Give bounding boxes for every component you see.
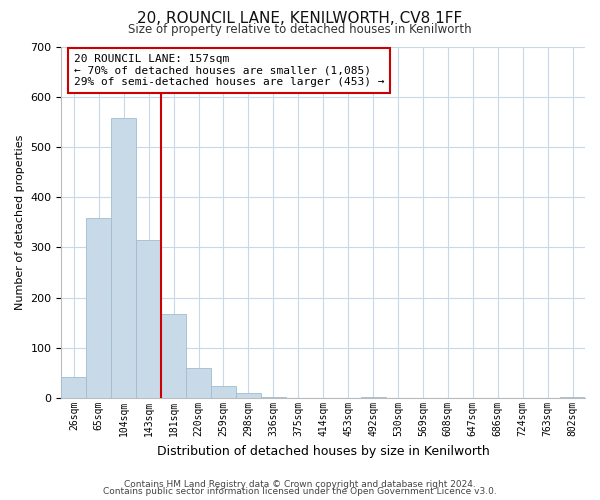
Bar <box>560 396 585 398</box>
Text: 20, ROUNCIL LANE, KENILWORTH, CV8 1FF: 20, ROUNCIL LANE, KENILWORTH, CV8 1FF <box>137 11 463 26</box>
Bar <box>161 314 186 398</box>
Bar <box>186 368 211 398</box>
Bar <box>361 397 386 398</box>
Bar <box>261 396 286 398</box>
Text: Size of property relative to detached houses in Kenilworth: Size of property relative to detached ho… <box>128 22 472 36</box>
Bar <box>211 386 236 398</box>
Y-axis label: Number of detached properties: Number of detached properties <box>15 134 25 310</box>
Text: 20 ROUNCIL LANE: 157sqm
← 70% of detached houses are smaller (1,085)
29% of semi: 20 ROUNCIL LANE: 157sqm ← 70% of detache… <box>74 54 385 87</box>
Text: Contains public sector information licensed under the Open Government Licence v3: Contains public sector information licen… <box>103 487 497 496</box>
Bar <box>236 393 261 398</box>
X-axis label: Distribution of detached houses by size in Kenilworth: Distribution of detached houses by size … <box>157 444 490 458</box>
Text: Contains HM Land Registry data © Crown copyright and database right 2024.: Contains HM Land Registry data © Crown c… <box>124 480 476 489</box>
Bar <box>136 240 161 398</box>
Bar <box>111 118 136 398</box>
Bar <box>86 218 111 398</box>
Bar <box>61 376 86 398</box>
